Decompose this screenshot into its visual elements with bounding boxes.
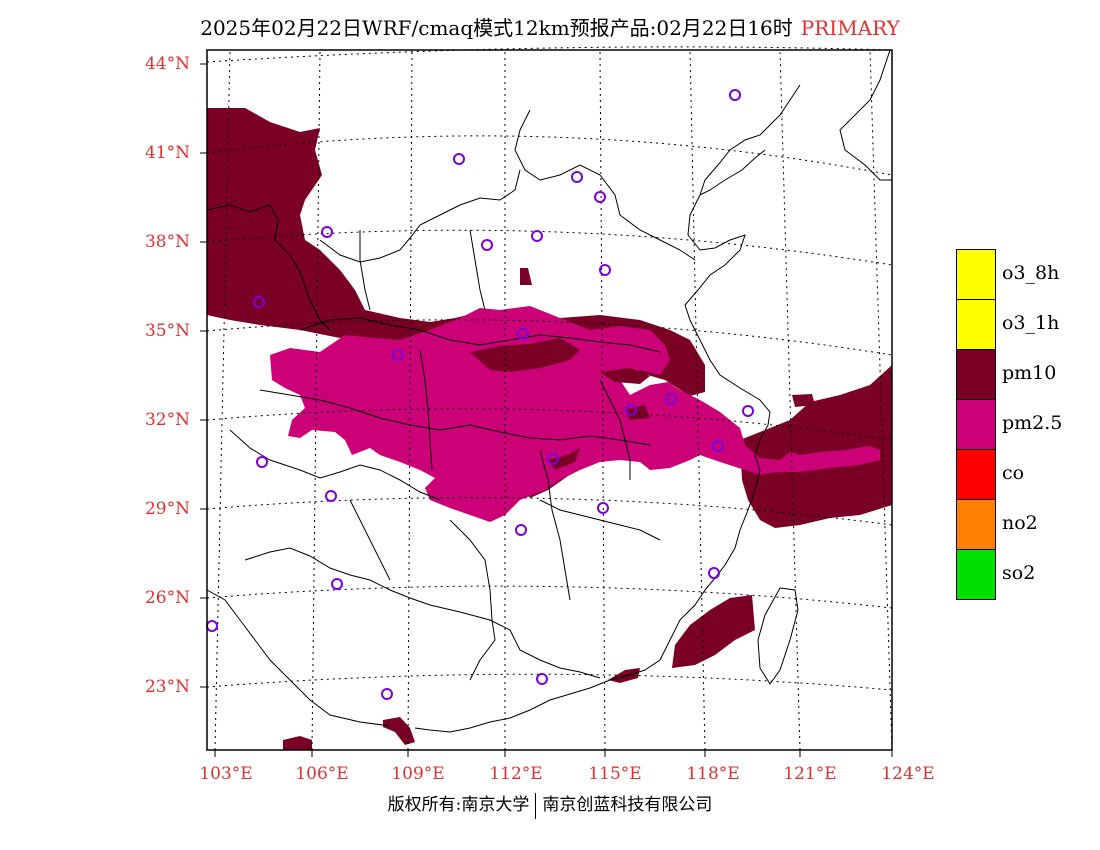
station-markers (206, 89, 754, 700)
pm10-region (207, 108, 892, 750)
title-text: 2025年02月22日WRF/cmaq模式12km预报产品:02月22日16时 (200, 16, 793, 40)
lon-label: 115°E (588, 764, 642, 784)
axis-ticks (200, 63, 893, 757)
legend-item-co: co (956, 449, 1086, 500)
legend-label: co (1002, 462, 1025, 484)
lon-label: 118°E (686, 764, 740, 784)
lon-label: 109°E (391, 764, 445, 784)
legend-label: no2 (1002, 512, 1038, 534)
lat-label: 23°N (144, 677, 190, 697)
legend-label: pm2.5 (1002, 412, 1063, 434)
lat-label: 44°N (144, 54, 190, 74)
lat-label: 32°N (144, 410, 190, 430)
legend-swatch (956, 249, 996, 300)
legend-label: so2 (1002, 562, 1036, 584)
lon-label: 106°E (295, 764, 349, 784)
boundaries (206, 49, 892, 733)
lat-label: 41°N (144, 143, 190, 163)
legend-swatch (956, 499, 996, 550)
legend-swatch (956, 299, 996, 350)
lon-label: 103°E (199, 764, 253, 784)
primary-tag: PRIMARY (800, 16, 900, 40)
copyright-right: 南京创蓝科技有限公司 (542, 795, 713, 815)
legend-label: pm10 (1002, 362, 1057, 384)
legend-item-o3-1h: o3_1h (956, 299, 1086, 350)
legend-item-o3-8h: o3_8h (956, 249, 1086, 300)
footer-divider (535, 792, 537, 819)
legend-label: o3_8h (1002, 262, 1060, 284)
lon-label: 124°E (881, 764, 935, 784)
lon-label: 112°E (489, 764, 543, 784)
graticule (206, 46, 893, 751)
legend-item-pm25: pm2.5 (956, 399, 1086, 450)
legend-item-no2: no2 (956, 499, 1086, 550)
legend-swatch (956, 349, 996, 400)
legend-item-so2: so2 (956, 549, 1086, 600)
legend-swatch (956, 549, 996, 600)
legend-item-pm10: pm10 (956, 349, 1086, 400)
legend-label: o3_1h (1002, 312, 1060, 334)
lat-label: 38°N (144, 232, 190, 252)
legend-swatch (956, 399, 996, 450)
lon-label: 121°E (783, 764, 837, 784)
legend-swatch (956, 449, 996, 500)
lat-label: 26°N (144, 588, 190, 608)
map-title: 2025年02月22日WRF/cmaq模式12km预报产品:02月22日16时 P… (0, 12, 1100, 41)
lat-label: 35°N (144, 321, 190, 341)
map-frame (206, 49, 893, 751)
lat-label: 29°N (144, 499, 190, 519)
pm25-region (270, 306, 880, 522)
copyright-footer: 版权所有:南京大学 南京创蓝科技有限公司 (0, 790, 1100, 819)
copyright-left: 版权所有:南京大学 (387, 795, 530, 815)
legend: o3_8h o3_1h pm10 pm2.5 co no2 so2 (956, 249, 1086, 600)
